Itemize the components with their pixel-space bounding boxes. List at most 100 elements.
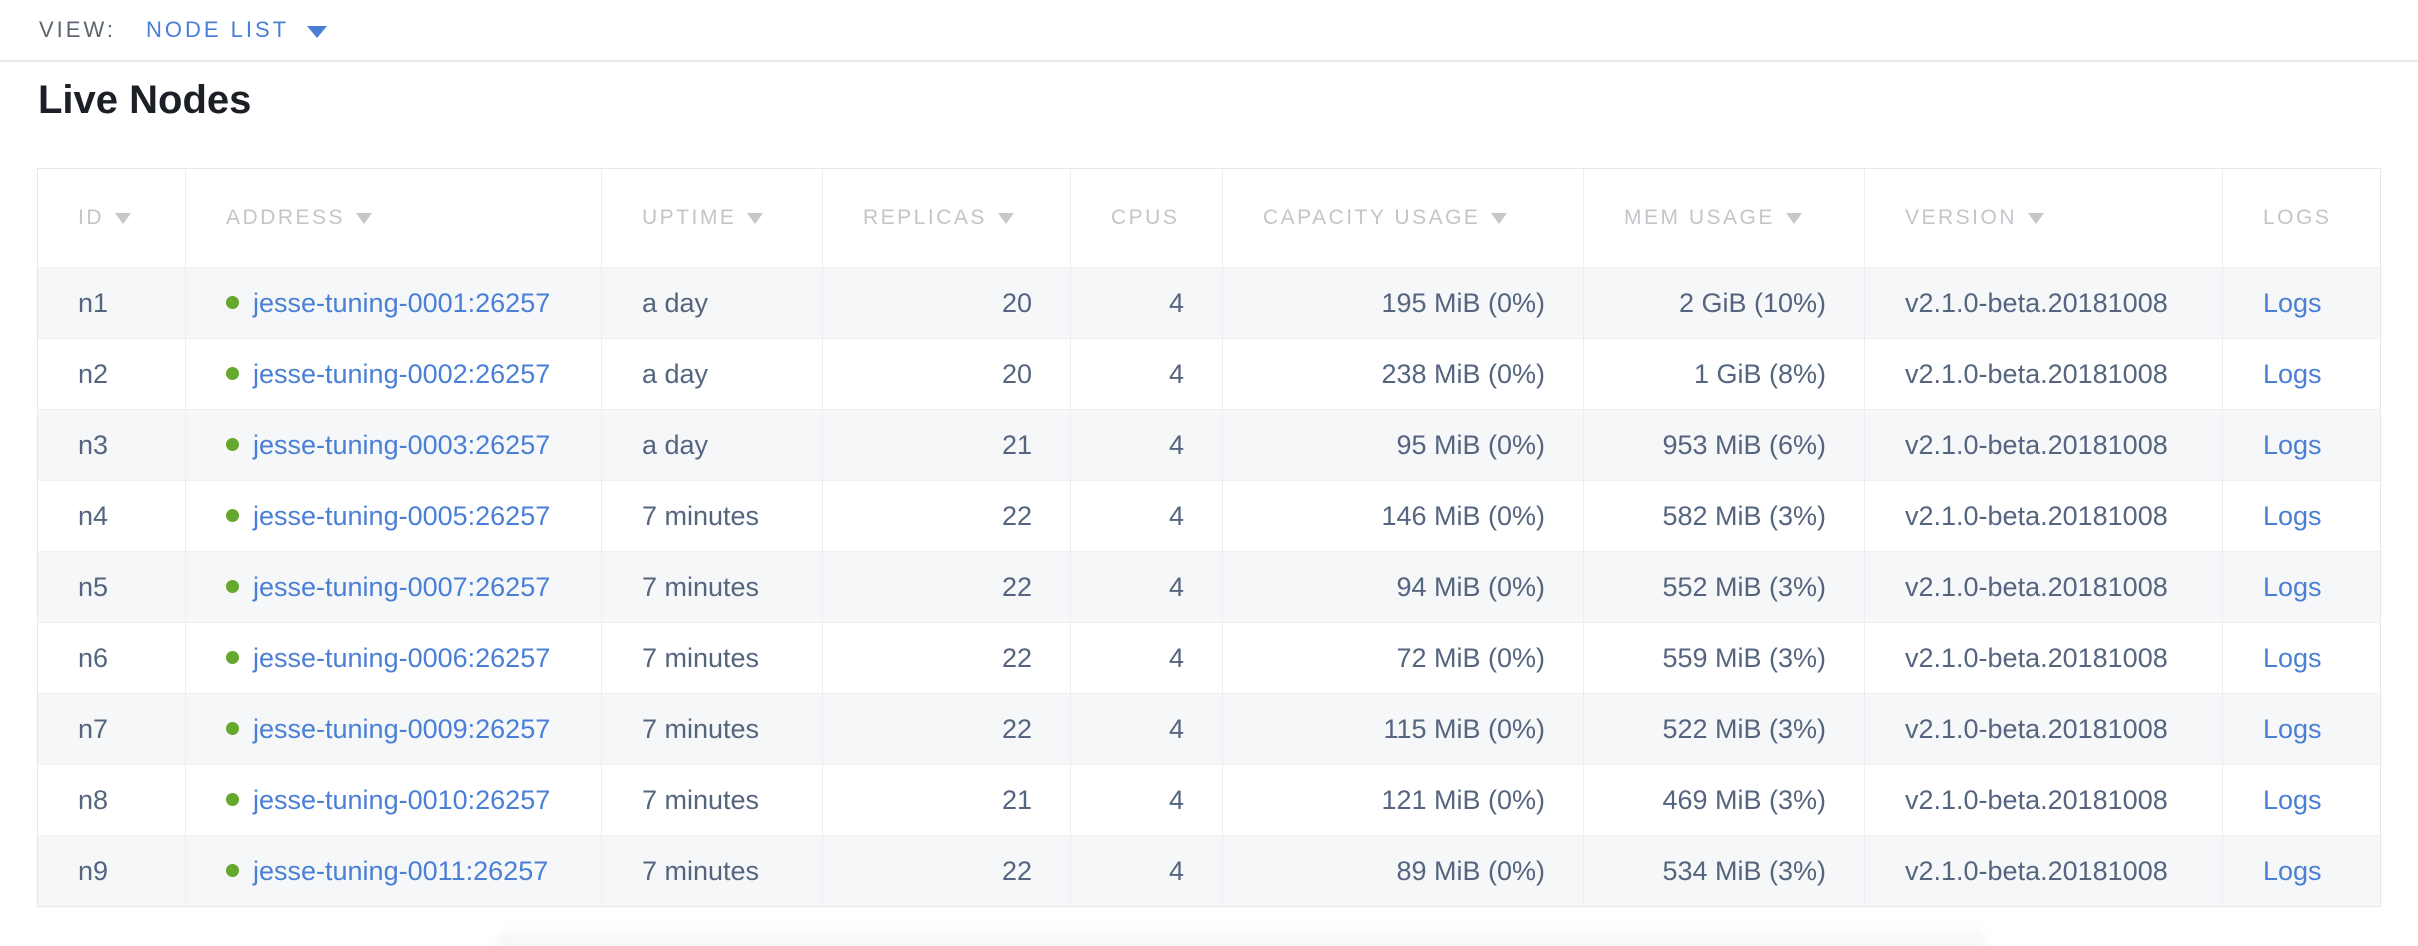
- cell-value: 4: [1168, 855, 1184, 886]
- sort-desc-icon: [747, 213, 764, 224]
- cell-value: 22: [1001, 500, 1032, 531]
- cell-value: 146 MiB (0%): [1381, 500, 1545, 531]
- node-address-link[interactable]: jesse-tuning-0002:26257: [253, 358, 551, 389]
- node-logs-link[interactable]: Logs: [2263, 713, 2322, 744]
- node-logs-link[interactable]: Logs: [2263, 429, 2322, 460]
- node-address-link[interactable]: jesse-tuning-0011:26257: [253, 855, 549, 886]
- node-logs-link[interactable]: Logs: [2263, 571, 2322, 602]
- node-live-status-icon: [226, 366, 239, 380]
- cell-value: v2.1.0-beta.20181008: [1905, 713, 2168, 744]
- cell-capacity_usage: 94 MiB (0%): [1222, 551, 1584, 623]
- column-header-version[interactable]: VERSION: [1864, 168, 2223, 268]
- cell-value: 522 MiB (3%): [1662, 713, 1826, 744]
- cell-capacity_usage: 89 MiB (0%): [1222, 835, 1584, 907]
- column-header-label: CAPACITY USAGE: [1263, 206, 1481, 229]
- cell-value: 94 MiB (0%): [1396, 571, 1545, 602]
- cell-address: jesse-tuning-0009:26257: [185, 693, 602, 765]
- node-address-link[interactable]: jesse-tuning-0003:26257: [253, 429, 551, 460]
- column-header-mem_usage[interactable]: MEM USAGE: [1583, 168, 1865, 268]
- cell-value: 22: [1001, 642, 1032, 673]
- sort-desc-icon: [997, 213, 1014, 224]
- cell-address: jesse-tuning-0011:26257: [185, 835, 602, 907]
- node-address-link[interactable]: jesse-tuning-0010:26257: [253, 784, 551, 815]
- cell-replicas: 21: [822, 409, 1071, 481]
- column-header-label: LOGS: [2263, 206, 2332, 229]
- cell-version: v2.1.0-beta.20181008: [1864, 480, 2223, 552]
- column-header-logs: LOGS: [2222, 168, 2381, 268]
- cell-mem_usage: 469 MiB (3%): [1583, 764, 1865, 836]
- node-logs-link[interactable]: Logs: [2263, 642, 2322, 673]
- cell-replicas: 22: [822, 693, 1071, 765]
- cell-value: a day: [642, 287, 709, 318]
- node-live-status-icon: [226, 295, 239, 309]
- cell-value: 20: [1001, 358, 1032, 389]
- node-address-link[interactable]: jesse-tuning-0009:26257: [253, 713, 551, 744]
- cell-replicas: 20: [822, 338, 1071, 410]
- next-section-shadow: [497, 927, 1987, 946]
- column-header-id[interactable]: ID: [37, 168, 186, 268]
- column-header-replicas[interactable]: REPLICAS: [822, 168, 1071, 268]
- cell-address: jesse-tuning-0010:26257: [185, 764, 602, 836]
- cell-id: n6: [37, 622, 186, 694]
- node-logs-link[interactable]: Logs: [2263, 855, 2322, 886]
- view-selector-dropdown[interactable]: NODE LIST: [146, 17, 328, 43]
- sort-desc-icon: [356, 213, 373, 224]
- node-logs-link[interactable]: Logs: [2263, 784, 2322, 815]
- cell-value: 4: [1168, 500, 1184, 531]
- cell-version: v2.1.0-beta.20181008: [1864, 267, 2223, 339]
- node-logs-link[interactable]: Logs: [2263, 358, 2322, 389]
- node-logs-link[interactable]: Logs: [2263, 500, 2322, 531]
- node-live-status-icon: [226, 508, 239, 522]
- cell-version: v2.1.0-beta.20181008: [1864, 622, 2223, 694]
- cell-value: v2.1.0-beta.20181008: [1905, 642, 2168, 673]
- cell-version: v2.1.0-beta.20181008: [1864, 835, 2223, 907]
- cell-version: v2.1.0-beta.20181008: [1864, 693, 2223, 765]
- cell-value: 238 MiB (0%): [1381, 358, 1545, 389]
- cell-value: v2.1.0-beta.20181008: [1905, 784, 2168, 815]
- node-logs-link[interactable]: Logs: [2263, 287, 2322, 318]
- sort-desc-icon: [115, 213, 131, 224]
- cell-value: 115 MiB (0%): [1383, 713, 1545, 744]
- column-header-address[interactable]: ADDRESS: [185, 168, 602, 268]
- cell-capacity_usage: 146 MiB (0%): [1222, 480, 1584, 552]
- cell-uptime: a day: [601, 267, 823, 339]
- node-row-n7: n7 jesse-tuning-0009:26257 7 minutes 22 4 115…: [37, 693, 2381, 765]
- cell-value: v2.1.0-beta.20181008: [1905, 358, 2168, 389]
- node-address-link[interactable]: jesse-tuning-0006:26257: [253, 642, 551, 673]
- node-row-n6: n6 jesse-tuning-0006:26257 7 minutes 22 4 72 …: [37, 622, 2381, 694]
- column-header-uptime[interactable]: UPTIME: [601, 168, 823, 268]
- cell-capacity_usage: 115 MiB (0%): [1222, 693, 1584, 765]
- cell-value: 72 MiB (0%): [1396, 642, 1545, 673]
- cell-logs: Logs: [2222, 764, 2381, 836]
- node-live-status-icon: [226, 792, 239, 806]
- column-header-capacity_usage[interactable]: CAPACITY USAGE: [1222, 168, 1584, 268]
- column-header-label: ADDRESS: [226, 206, 346, 229]
- cell-mem_usage: 2 GiB (10%): [1583, 267, 1865, 339]
- cell-value: 121 MiB (0%): [1381, 784, 1545, 815]
- cell-value: 20: [1001, 287, 1032, 318]
- cell-logs: Logs: [2222, 409, 2381, 481]
- node-row-n8: n8 jesse-tuning-0010:26257 7 minutes 21 4 121…: [37, 764, 2381, 836]
- cell-version: v2.1.0-beta.20181008: [1864, 764, 2223, 836]
- cell-value: 195 MiB (0%): [1381, 287, 1545, 318]
- cell-uptime: 7 minutes: [601, 693, 823, 765]
- cell-value: 534 MiB (3%): [1662, 855, 1826, 886]
- cell-value: 2 GiB (10%): [1678, 287, 1826, 318]
- cell-cpus: 4: [1070, 267, 1223, 339]
- node-address-link[interactable]: jesse-tuning-0005:26257: [253, 500, 551, 531]
- cell-id: n3: [37, 409, 186, 481]
- cell-cpus: 4: [1070, 480, 1223, 552]
- cell-value: 4: [1168, 713, 1184, 744]
- node-live-status-icon: [226, 650, 239, 664]
- cell-value: 1 GiB (8%): [1693, 358, 1826, 389]
- cell-capacity_usage: 195 MiB (0%): [1222, 267, 1584, 339]
- live-nodes-table: ID ADDRESS UPTIME REPLICAS CPUS CAPACITY USAG…: [37, 168, 2381, 907]
- node-address-link[interactable]: jesse-tuning-0001:26257: [253, 287, 551, 318]
- cell-capacity_usage: 95 MiB (0%): [1222, 409, 1584, 481]
- node-address-link[interactable]: jesse-tuning-0007:26257: [253, 571, 551, 602]
- node-row-n1: n1 jesse-tuning-0001:26257 a day 20 4 195 MiB…: [37, 267, 2381, 339]
- cell-replicas: 22: [822, 480, 1071, 552]
- cell-value: v2.1.0-beta.20181008: [1905, 571, 2168, 602]
- cell-value: 552 MiB (3%): [1662, 571, 1826, 602]
- cell-value: 22: [1001, 855, 1032, 886]
